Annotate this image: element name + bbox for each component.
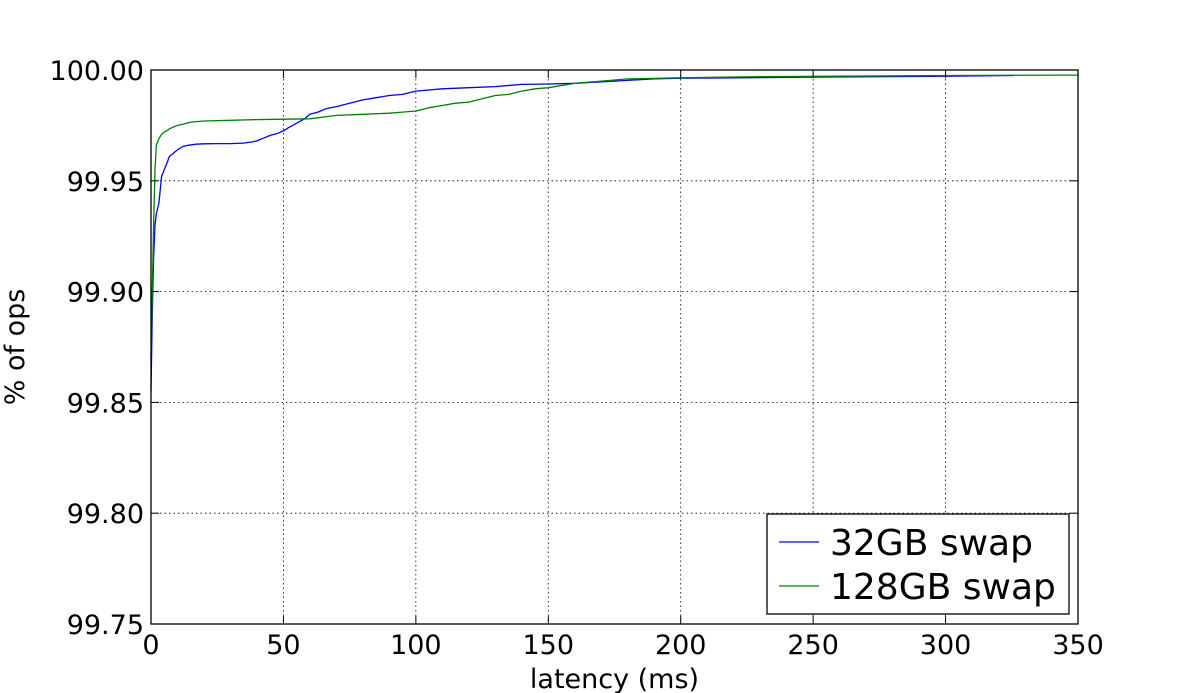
x-tick-labels: 0 50 100 150 200 250 300 350 bbox=[142, 630, 1103, 661]
y-tick-label: 99.80 bbox=[67, 499, 144, 530]
y-tick-label: 99.85 bbox=[67, 388, 144, 419]
y-tick-label: 99.95 bbox=[67, 167, 144, 198]
plot-area-frame bbox=[150, 69, 1079, 625]
x-tick-label: 350 bbox=[1052, 630, 1104, 661]
legend-label: 32GB swap bbox=[830, 523, 1033, 564]
x-tick-label: 100 bbox=[390, 630, 442, 661]
axis-ticks bbox=[150, 69, 1079, 625]
legend-label: 128GB swap bbox=[830, 567, 1056, 608]
x-tick-label: 50 bbox=[266, 630, 300, 661]
y-tick-label: 100.00 bbox=[50, 56, 144, 87]
series-lines bbox=[150, 74, 1079, 392]
x-tick-label: 250 bbox=[787, 630, 839, 661]
x-tick-label: 200 bbox=[655, 630, 707, 661]
x-tick-label: 300 bbox=[920, 630, 972, 661]
y-axis-label: % of ops bbox=[0, 289, 31, 406]
legend-box bbox=[766, 513, 1070, 615]
x-axis-label: latency (ms) bbox=[530, 664, 699, 693]
y-tick-labels: 99.75 99.80 99.85 99.90 99.95 100.00 bbox=[50, 56, 144, 641]
x-tick-label: 150 bbox=[523, 630, 575, 661]
y-tick-label: 99.90 bbox=[67, 278, 144, 309]
series-line bbox=[150, 74, 1015, 392]
x-tick-label: 0 bbox=[142, 630, 159, 661]
series-line bbox=[150, 74, 1079, 359]
y-tick-label: 99.75 bbox=[67, 610, 144, 641]
